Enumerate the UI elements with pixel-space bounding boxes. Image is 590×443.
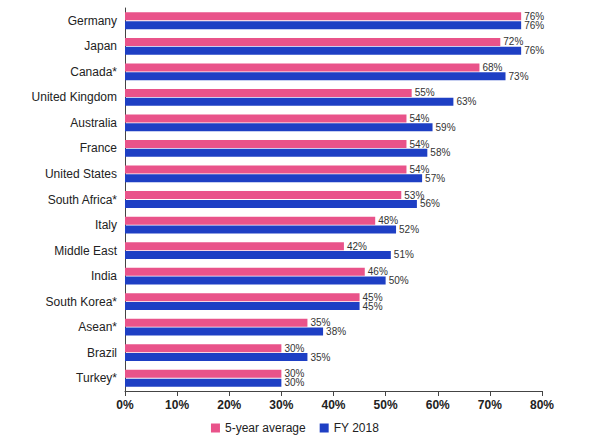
svg-text:55%: 55%: [415, 87, 435, 98]
svg-text:30%: 30%: [284, 343, 304, 354]
svg-text:54%: 54%: [409, 139, 429, 150]
svg-text:Germany: Germany: [68, 14, 117, 28]
svg-text:Australia: Australia: [70, 116, 117, 130]
svg-text:30%: 30%: [284, 368, 305, 380]
svg-text:Asean*: Asean*: [78, 320, 117, 334]
svg-text:76%: 76%: [524, 45, 544, 56]
svg-text:54%: 54%: [409, 164, 430, 176]
svg-text:5-year average: 5-year average: [225, 421, 306, 435]
svg-text:48%: 48%: [378, 215, 398, 226]
svg-text:63%: 63%: [456, 96, 476, 107]
svg-text:54%: 54%: [409, 113, 429, 124]
svg-text:42%: 42%: [347, 241, 367, 252]
svg-text:35%: 35%: [310, 352, 330, 363]
svg-text:53%: 53%: [404, 189, 425, 201]
svg-text:France: France: [80, 141, 118, 155]
svg-text:76%: 76%: [524, 20, 544, 31]
svg-text:India: India: [91, 269, 117, 283]
svg-text:68%: 68%: [482, 62, 502, 73]
svg-text:70%: 70%: [478, 398, 502, 412]
svg-text:46%: 46%: [368, 266, 388, 277]
svg-text:80%: 80%: [530, 398, 554, 412]
svg-text:0%: 0%: [116, 398, 134, 412]
svg-text:72%: 72%: [503, 36, 523, 47]
svg-text:57%: 57%: [425, 173, 445, 184]
svg-text:South Korea*: South Korea*: [46, 295, 118, 309]
svg-text:40%: 40%: [321, 398, 345, 412]
svg-text:38%: 38%: [326, 326, 346, 337]
svg-text:Canada*: Canada*: [70, 65, 117, 79]
svg-text:Italy: Italy: [95, 218, 117, 232]
svg-text:52%: 52%: [399, 224, 419, 235]
svg-text:50%: 50%: [374, 398, 398, 412]
svg-text:United Kingdom: United Kingdom: [32, 90, 117, 104]
svg-text:76%: 76%: [524, 10, 545, 22]
svg-text:FY 2018: FY 2018: [334, 421, 379, 435]
svg-text:58%: 58%: [430, 147, 450, 158]
svg-text:South Africa*: South Africa*: [48, 193, 118, 207]
svg-text:60%: 60%: [426, 398, 450, 412]
svg-text:45%: 45%: [363, 301, 383, 312]
svg-text:56%: 56%: [420, 198, 440, 209]
svg-text:Turkey*: Turkey*: [76, 371, 117, 385]
svg-text:United States: United States: [45, 167, 117, 181]
svg-text:Brazil: Brazil: [87, 346, 117, 360]
svg-text:35%: 35%: [310, 317, 331, 329]
svg-text:51%: 51%: [394, 249, 414, 260]
svg-text:59%: 59%: [436, 122, 456, 133]
svg-text:Middle East: Middle East: [54, 244, 117, 258]
svg-text:30%: 30%: [269, 398, 293, 412]
svg-text:10%: 10%: [165, 398, 189, 412]
svg-text:30%: 30%: [284, 377, 304, 388]
svg-text:50%: 50%: [389, 275, 409, 286]
svg-text:20%: 20%: [217, 398, 241, 412]
svg-text:45%: 45%: [362, 291, 383, 303]
svg-text:73%: 73%: [509, 71, 529, 82]
svg-text:Japan: Japan: [84, 39, 117, 53]
